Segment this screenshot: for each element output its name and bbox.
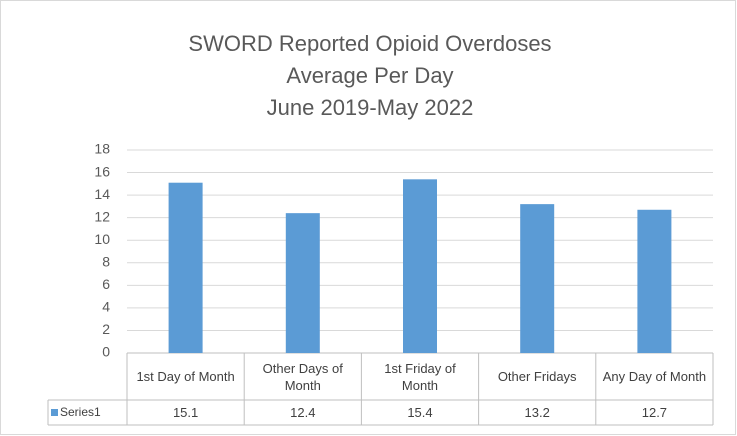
x-tick-label: 1st Day of Month — [136, 369, 235, 384]
chart-title: Average Per Day — [286, 63, 453, 88]
legend-swatch — [51, 409, 58, 416]
y-tick-label: 0 — [102, 344, 110, 360]
chart-title: June 2019-May 2022 — [267, 95, 474, 120]
y-tick-label: 4 — [102, 299, 110, 315]
y-tick-label: 6 — [102, 276, 110, 292]
x-tick-label: 1st Friday of Month — [384, 360, 456, 393]
y-tick-label: 14 — [94, 186, 110, 202]
y-tick-label: 8 — [102, 253, 110, 269]
x-tick-label: Other Days of Month — [262, 360, 343, 393]
legend-entry: Series1 — [48, 400, 127, 425]
legend-label: Series1 — [60, 405, 101, 419]
data-table-value: 12.7 — [641, 405, 668, 420]
y-tick-label: 10 — [94, 231, 110, 247]
y-tick-label: 12 — [94, 208, 110, 224]
x-tick-label: Other Fridays — [497, 369, 577, 384]
y-tick-label: 16 — [94, 163, 110, 179]
x-tick-label: Any Day of Month — [602, 369, 707, 384]
bar — [520, 204, 555, 353]
data-table-value: 15.4 — [407, 405, 433, 420]
bar — [285, 213, 320, 353]
y-tick-label: 18 — [94, 141, 110, 157]
chart-title: SWORD Reported Opioid Overdoses — [188, 31, 551, 56]
bar — [637, 209, 672, 353]
bar — [403, 179, 437, 353]
data-table-value: 15.1 — [172, 405, 199, 420]
data-table-value: 13.2 — [524, 405, 550, 420]
bar — [168, 182, 203, 353]
y-tick-label: 2 — [102, 321, 110, 337]
data-table-value: 12.4 — [290, 405, 316, 420]
